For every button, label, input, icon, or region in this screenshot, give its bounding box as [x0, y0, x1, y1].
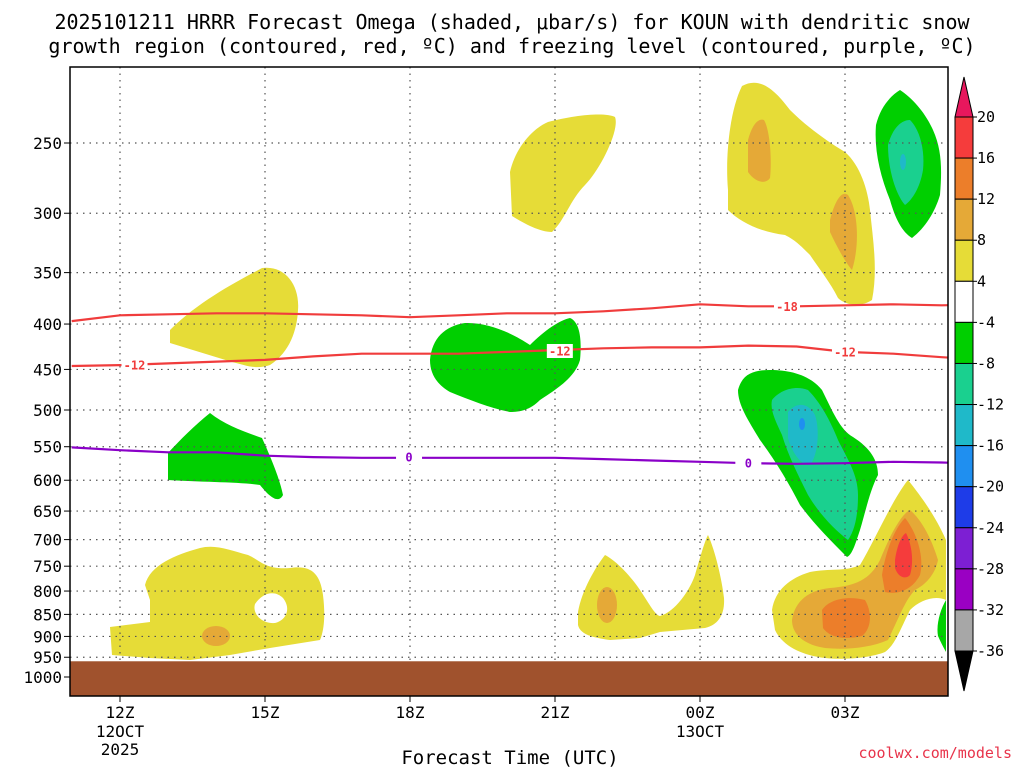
chart-title-line1: 2025101211 HRRR Forecast Omega (shaded, …: [54, 10, 970, 34]
omega-region-green-middle: [430, 318, 581, 412]
omega-region-yellow-upper-left: [170, 267, 299, 368]
y-tick-label: 950: [33, 648, 62, 667]
colorbar-label: 8: [977, 231, 986, 249]
colorbar-label: -8: [977, 354, 995, 372]
y-tick-label: 450: [33, 360, 62, 379]
y-tick-label: 300: [33, 204, 62, 223]
colorbar-segment: [954, 568, 974, 611]
omega-region-yellow-lower-left: [110, 546, 325, 660]
plot-frame: [69, 66, 949, 697]
x-tick-label: 03Z: [831, 703, 860, 722]
colorbar: 20 16 12 8 4 -4 -8 -12 -16 -20 -24 -28 -32 -36: [954, 76, 1004, 692]
contour-label: 0: [405, 451, 412, 465]
contour-label-bg: [735, 456, 762, 471]
contour-label-bg: [396, 450, 423, 465]
colorbar-label: -24: [977, 519, 1004, 537]
colorbar-label: -4: [977, 313, 995, 331]
y-tick-label: 750: [33, 557, 62, 576]
colorbar-segment: [954, 157, 974, 200]
colorbar-segment: [954, 609, 974, 652]
colorbar-label: 20: [977, 108, 995, 126]
colorbar-label: 16: [977, 149, 995, 167]
colorbar-segment: [954, 527, 974, 570]
colorbar-segment: [954, 404, 974, 447]
contour-label: -12: [834, 345, 856, 359]
colorbar-label: -36: [977, 642, 1004, 660]
colorbar-label: -20: [977, 478, 1004, 496]
y-axis: 250 300 350 400 450 500 550 600 650 700 750 800 850 9…: [23, 134, 70, 687]
colorbar-segment: [954, 362, 974, 406]
surface-band: [70, 661, 948, 696]
x-tick-label: 15Z: [251, 703, 280, 722]
omega-region-yellow-upper-right: [727, 82, 875, 305]
x-tick-sublabel-date: 12OCT: [96, 722, 145, 741]
colorbar-label: -28: [977, 560, 1004, 578]
omega-hole-lower-left: [254, 593, 288, 624]
omega-max-orange-lower-left: [202, 626, 230, 646]
omega-shading: [110, 82, 946, 660]
x-axis-label: Forecast Time (UTC): [401, 747, 618, 768]
omega-region-teal-right: [788, 404, 818, 465]
y-tick-label: 250: [33, 134, 62, 153]
x-tick-label: 21Z: [541, 703, 570, 722]
omega-region-red-lower-right: [895, 533, 913, 578]
colorbar-segment: [954, 239, 974, 282]
omega-region-yellow-top-middle: [510, 114, 616, 232]
y-tick-label: 900: [33, 627, 62, 646]
colorbar-top-arrow: [954, 76, 974, 118]
y-tick-label: 500: [33, 401, 62, 420]
colorbar-segment: [954, 280, 974, 323]
omega-region-orange-upper-right-1: [748, 119, 771, 182]
y-tick-label: 550: [33, 438, 62, 457]
contour-label: -12: [124, 359, 146, 373]
contour-line: [71, 303, 948, 323]
y-tick-label: 350: [33, 264, 62, 283]
contour-label-bg: [832, 344, 858, 359]
omega-region-yellow-lower-middle: [578, 535, 725, 640]
colorbar-label: -16: [977, 437, 1004, 455]
omega-min-blue-right: [799, 418, 805, 430]
contour-line: [71, 446, 948, 465]
contour-label: -12: [549, 345, 571, 359]
omega-region-green-left: [168, 413, 283, 500]
y-tick-label: 850: [33, 605, 62, 624]
credit-text: coolwx.com/models: [858, 744, 1012, 762]
colorbar-bottom-arrow: [954, 650, 974, 692]
colorbar-segment: [954, 321, 974, 364]
x-tick-sublabel-year: 2025: [101, 740, 140, 759]
y-tick-label: 400: [33, 315, 62, 334]
omega-region-orange-lower-right-mid: [822, 598, 870, 638]
x-tick-label: 12Z: [106, 703, 135, 722]
x-tick-label: 18Z: [396, 703, 425, 722]
omega-min-teal-upper-right: [900, 154, 906, 170]
contour-label-bg: [546, 344, 573, 359]
colorbar-segment: [954, 445, 974, 488]
colorbar-segment: [954, 198, 974, 241]
contour-label-bg: [774, 299, 800, 314]
plot-area: 0 0 -12 -12 -12 -18: [69, 66, 949, 697]
colorbar-segment: [954, 116, 974, 159]
colorbar-label: 12: [977, 190, 995, 208]
chart-title-line2: growth region (contoured, red, ºC) and f…: [48, 34, 975, 58]
contour-label: 0: [745, 457, 752, 471]
x-tick-label: 00Z: [686, 703, 715, 722]
omega-max-orange-lower-middle: [597, 587, 617, 623]
x-tick-sublabel-date: 13OCT: [676, 722, 725, 741]
contour-label-bg: [121, 358, 148, 373]
contour-label: -18: [776, 300, 798, 314]
y-tick-label: 1000: [23, 668, 62, 687]
colorbar-segment: [954, 486, 974, 529]
y-tick-label: 700: [33, 531, 62, 550]
contours: 0 0 -12 -12 -12 -18: [71, 299, 948, 471]
y-tick-label: 800: [33, 582, 62, 601]
grid: [70, 67, 948, 696]
colorbar-label: -12: [977, 396, 1004, 414]
colorbar-label: -32: [977, 601, 1004, 619]
y-tick-label: 650: [33, 502, 62, 521]
omega-region-green-edge-right: [937, 600, 946, 652]
colorbar-label: 4: [977, 272, 986, 290]
y-tick-label: 600: [33, 471, 62, 490]
